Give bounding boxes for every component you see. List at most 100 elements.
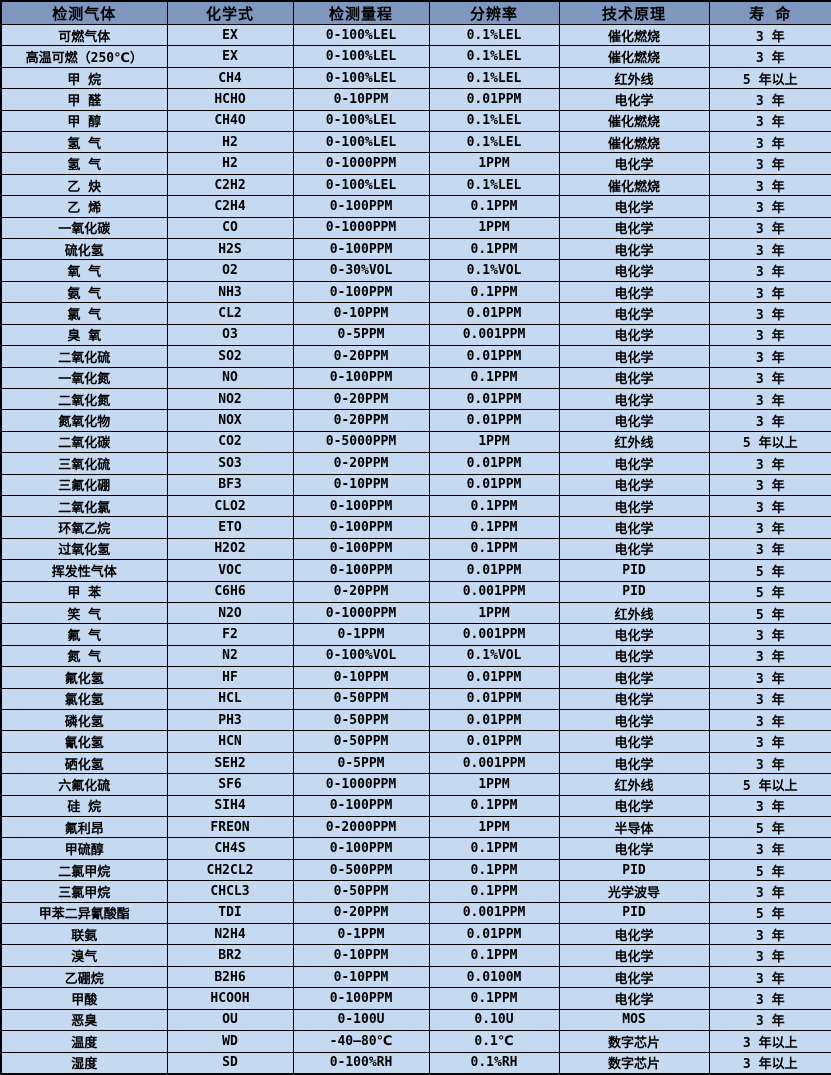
table-cell-principle: 电化学 [558, 965, 710, 989]
table-cell-gas: 二氧化硫 [0, 345, 168, 368]
table-cell-gas: 臭 氧 [0, 323, 168, 347]
table-cell-gas: 硫化氢 [0, 238, 168, 261]
table-cell-range: 0-20PPM [292, 387, 430, 411]
table-cell-resolution: 0.1PPM [428, 837, 560, 860]
table-cell-lifespan: 3 年 [708, 23, 831, 47]
table-cell-lifespan: 3 年 [708, 730, 831, 753]
table-cell-formula: HCOOH [166, 987, 294, 1010]
table-cell-lifespan: 3 年 [708, 387, 831, 411]
table-cell-gas: 硒化氢 [0, 751, 168, 775]
table-cell-gas: 高温可燃（250℃） [0, 45, 168, 68]
table-cell-gas: 可燃气体 [0, 23, 168, 47]
table-cell-range: 0-1PPM [292, 623, 430, 646]
table-cell-range: 0-100U [292, 1008, 430, 1032]
table-cell-resolution: 0.01PPM [428, 559, 560, 582]
table-cell-formula: ETO [166, 516, 294, 539]
table-cell-range: 0-100PPM [292, 366, 430, 389]
table-cell-range: 0-10PPM [292, 666, 430, 689]
table-cell-resolution: 0.01PPM [428, 708, 560, 732]
table-cell-gas: 联氨 [0, 923, 168, 946]
table-cell-resolution: 0.1%LEL [428, 23, 560, 47]
table-cell-resolution: 0.01PPM [428, 452, 560, 475]
table-row: 过氧化氢 H2O2 0-100PPM 0.1PPM 电化学 3 年 [0, 537, 831, 561]
table-cell-formula: HF [166, 666, 294, 689]
table-cell-lifespan: 5 年以上 [708, 430, 831, 454]
table-cell-gas: 氰化氢 [0, 730, 168, 753]
table-cell-lifespan: 3 年 [708, 152, 831, 175]
table-row: 氮 气 N2 0-100%VOL 0.1%VOL 电化学 3 年 [0, 644, 831, 668]
table-cell-range: 0-20PPM [292, 452, 430, 475]
table-cell-resolution: 1PPM [428, 601, 560, 625]
table-cell-formula: H2O2 [166, 537, 294, 561]
table-cell-lifespan: 3 年 [708, 366, 831, 389]
table-cell-range: 0-10PPM [292, 965, 430, 989]
table-cell-principle: 电化学 [558, 944, 710, 967]
table-cell-range: 0-30%VOL [292, 259, 430, 282]
table-cell-gas: 氟化氢 [0, 666, 168, 689]
table-row: 湿度 SD 0-100%RH 0.1%RH 数字芯片 3 年以上 [0, 1051, 831, 1075]
table-cell-lifespan: 3 年 [708, 173, 831, 197]
table-cell-principle: 电化学 [558, 666, 710, 689]
table-cell-formula: N2 [166, 644, 294, 668]
table-cell-gas: 氟 气 [0, 623, 168, 646]
table-row: 环氧乙烷 ETO 0-100PPM 0.1PPM 电化学 3 年 [0, 516, 831, 539]
table-row: 高温可燃（250℃） EX 0-100%LEL 0.1%LEL 催化燃烧 3 年 [0, 45, 831, 68]
table-cell-range: 0-1000PPM [292, 216, 430, 240]
table-row: 乙 炔 C2H2 0-100%LEL 0.1%LEL 催化燃烧 3 年 [0, 173, 831, 197]
table-cell-range: 0-100%RH [292, 1051, 430, 1075]
table-cell-gas: 氨 气 [0, 280, 168, 304]
table-cell-resolution: 0.01PPM [428, 730, 560, 753]
table-cell-lifespan: 3 年 [708, 195, 831, 218]
table-cell-formula: F2 [166, 623, 294, 646]
table-cell-resolution: 1PPM [428, 773, 560, 796]
table-cell-formula: CHCL3 [166, 880, 294, 903]
table-cell-range: 0-20PPM [292, 409, 430, 432]
table-cell-gas: 氧 气 [0, 259, 168, 282]
table-cell-resolution: 0.001PPM [428, 323, 560, 347]
table-row: 联氨 N2H4 0-1PPM 0.01PPM 电化学 3 年 [0, 923, 831, 946]
table-cell-gas: 硅 烷 [0, 794, 168, 818]
table-cell-range: 0-100PPM [292, 238, 430, 261]
table-cell-lifespan: 3 年 [708, 644, 831, 668]
table-row: 氢 气 H2 0-1000PPM 1PPM 电化学 3 年 [0, 152, 831, 175]
table-cell-lifespan: 5 年 [708, 601, 831, 625]
table-cell-formula: CH4S [166, 837, 294, 860]
table-cell-lifespan: 3 年 [708, 216, 831, 240]
table-cell-resolution: 0.1PPM [428, 858, 560, 882]
table-cell-range: 0-50PPM [292, 708, 430, 732]
table-cell-gas: 二氧化氯 [0, 494, 168, 518]
table-cell-range: 0-100PPM [292, 794, 430, 818]
table-cell-principle: 电化学 [558, 537, 710, 561]
table-cell-resolution: 0.01PPM [428, 345, 560, 368]
table-cell-lifespan: 3 年 [708, 280, 831, 304]
table-row: 氯化氢 HCL 0-50PPM 0.01PPM 电化学 3 年 [0, 687, 831, 711]
table-cell-formula: C2H4 [166, 195, 294, 218]
table-cell-principle: 催化燃烧 [558, 173, 710, 197]
table-cell-principle: 催化燃烧 [558, 109, 710, 133]
table-cell-formula: BR2 [166, 944, 294, 967]
table-cell-principle: 电化学 [558, 387, 710, 411]
table-cell-principle: 电化学 [558, 88, 710, 111]
table-cell-principle: MOS [558, 1008, 710, 1032]
table-cell-principle: 电化学 [558, 687, 710, 711]
table-cell-range: 0-1000PPM [292, 152, 430, 175]
table-cell-lifespan: 3 年 [708, 473, 831, 496]
table-cell-formula: CO2 [166, 430, 294, 454]
column-header-gas: 检测气体 [0, 0, 168, 25]
table-cell-resolution: 0.1%LEL [428, 109, 560, 133]
table-cell-principle: 电化学 [558, 238, 710, 261]
table-cell-gas: 氢 气 [0, 131, 168, 154]
column-header-formula: 化学式 [166, 0, 294, 25]
table-cell-resolution: 0.1%LEL [428, 173, 560, 197]
table-row: 氢 气 H2 0-100%LEL 0.1%LEL 催化燃烧 3 年 [0, 131, 831, 154]
table-cell-resolution: 0.1℃ [428, 1030, 560, 1053]
table-cell-range: 0-100PPM [292, 494, 430, 518]
table-cell-principle: 电化学 [558, 323, 710, 347]
table-row: 六氟化硫 SF6 0-1000PPM 1PPM 红外线 5 年以上 [0, 773, 831, 796]
table-cell-principle: 电化学 [558, 516, 710, 539]
table-cell-lifespan: 3 年 [708, 516, 831, 539]
table-cell-range: 0-10PPM [292, 473, 430, 496]
table-cell-resolution: 1PPM [428, 430, 560, 454]
table-cell-range: 0-10PPM [292, 944, 430, 967]
table-cell-resolution: 0.1PPM [428, 494, 560, 518]
